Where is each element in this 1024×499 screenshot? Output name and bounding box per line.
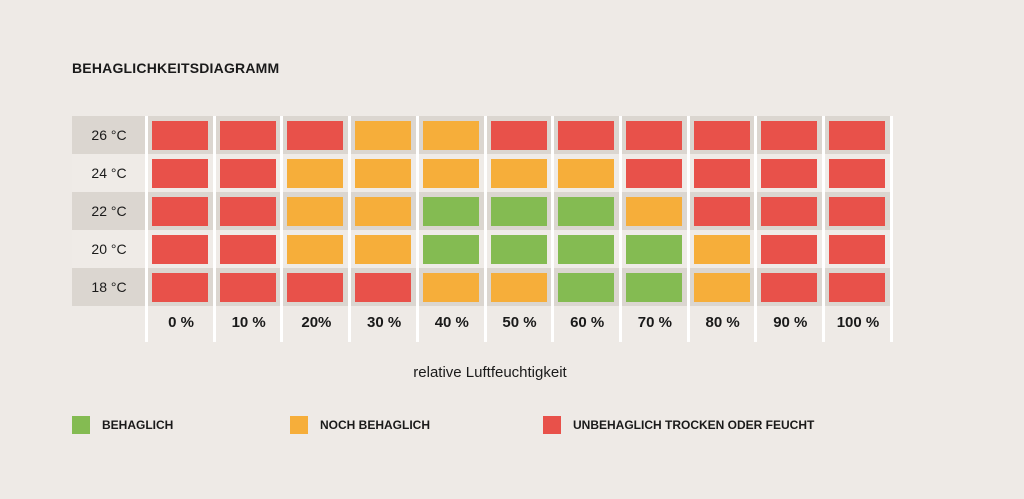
column-separator — [483, 116, 487, 342]
legend-label: BEHAGLICH — [102, 418, 174, 432]
heatmap-cell — [693, 273, 750, 302]
heatmap-cell — [355, 159, 412, 188]
column-separator — [686, 116, 690, 342]
heatmap-cell — [490, 273, 547, 302]
heatmap-cell — [422, 159, 479, 188]
y-tick-label: 22 °C — [91, 203, 127, 219]
heatmap-cell — [490, 159, 547, 188]
heatmap-cell — [422, 235, 479, 264]
heatmap-cell — [152, 273, 208, 302]
row-background — [72, 230, 891, 268]
heatmap-cell — [219, 159, 276, 188]
column-separator — [415, 116, 419, 342]
heatmap-cell — [490, 235, 547, 264]
x-tick-label: 90 % — [773, 314, 808, 331]
heatmap-cell — [625, 159, 682, 188]
heatmap-cell — [422, 121, 479, 150]
heatmap-cell — [558, 273, 615, 302]
x-tick-label: 60 % — [570, 314, 605, 331]
legend-label: UNBEHAGLICH TROCKEN ODER FEUCHT — [573, 418, 815, 432]
heatmap-cell — [355, 197, 412, 226]
column-separator — [280, 116, 284, 342]
heatmap-cell — [558, 121, 615, 150]
column-separator — [618, 116, 622, 342]
heatmap-cell — [490, 121, 547, 150]
heatmap-cell — [422, 273, 479, 302]
legend-item: BEHAGLICH — [72, 416, 173, 434]
legend-item: NOCH BEHAGLICH — [290, 416, 430, 434]
x-tick-label: 100 % — [836, 314, 880, 331]
heatmap-cell — [761, 159, 818, 188]
heatmap-cell — [829, 273, 885, 302]
legend-item: UNBEHAGLICH TROCKEN ODER FEUCHT — [543, 416, 814, 434]
heatmap-cell — [625, 235, 682, 264]
heatmap-cell — [422, 197, 479, 226]
heatmap-cell — [219, 273, 276, 302]
column-separator — [145, 116, 148, 342]
heatmap-cell — [829, 197, 885, 226]
heatmap-cell — [693, 159, 750, 188]
x-tick-label: 20% — [301, 314, 332, 331]
x-tick-label: 70 % — [637, 314, 672, 331]
y-tick-label: 20 °C — [91, 241, 127, 257]
row-background — [72, 116, 891, 154]
column-separator — [889, 116, 893, 342]
heatmap-cell — [693, 235, 750, 264]
heatmap-cell — [829, 159, 885, 188]
x-axis-label: relative Luftfeuchtigkeit — [413, 364, 567, 381]
heatmap-cell — [287, 273, 344, 302]
x-tick-label: 50 % — [502, 314, 537, 331]
row-background — [72, 268, 891, 306]
heatmap-cell — [761, 235, 818, 264]
x-tick-label: 40 % — [434, 314, 469, 331]
column-separator — [551, 116, 555, 342]
heatmap-cell — [693, 121, 750, 150]
heatmap-cell — [152, 235, 208, 264]
legend-label: NOCH BEHAGLICH — [320, 418, 430, 432]
heatmap-cell — [219, 121, 276, 150]
heatmap-cell — [625, 273, 682, 302]
x-tick-label: 30 % — [366, 314, 402, 331]
heatmap-cell — [558, 235, 615, 264]
heatmap-cell — [693, 197, 750, 226]
x-tick-label: 80 % — [705, 314, 740, 331]
heatmap-cell — [829, 235, 885, 264]
heatmap-cell — [355, 121, 412, 150]
heatmap-cell — [287, 197, 344, 226]
column-separator — [212, 116, 216, 342]
heatmap-cell — [761, 121, 818, 150]
heatmap-cell — [152, 121, 208, 150]
heatmap-cell — [152, 197, 208, 226]
heatmap-cell — [287, 235, 344, 264]
heatmap-cell — [829, 121, 885, 150]
row-background — [72, 192, 891, 230]
heatmap-cell — [558, 159, 615, 188]
heatmap-cell — [761, 273, 818, 302]
heatmap-cell — [490, 197, 547, 226]
column-separator — [754, 116, 758, 342]
heatmap-cell — [625, 197, 682, 226]
y-tick-label: 18 °C — [91, 279, 127, 295]
legend-swatch — [290, 416, 308, 434]
legend-swatch — [543, 416, 561, 434]
heatmap-cell — [287, 121, 344, 150]
heatmap-cell — [152, 159, 208, 188]
heatmap-cell — [558, 197, 615, 226]
heatmap-cell — [287, 159, 344, 188]
x-tick-label: 0 % — [168, 314, 194, 331]
y-tick-label: 24 °C — [91, 165, 127, 181]
heatmap-cell — [355, 273, 412, 302]
column-separator — [822, 116, 825, 342]
legend-swatch — [72, 416, 90, 434]
heatmap-cell — [625, 121, 682, 150]
y-tick-label: 26 °C — [91, 127, 127, 143]
heatmap-cell — [219, 197, 276, 226]
heatmap-cell — [219, 235, 276, 264]
column-separator — [348, 116, 352, 342]
chart-title: BEHAGLICHKEITSDIAGRAMM — [72, 60, 280, 76]
row-background — [72, 154, 891, 192]
x-tick-label: 10 % — [231, 314, 266, 331]
heatmap-cell — [761, 197, 818, 226]
heatmap-cell — [355, 235, 412, 264]
